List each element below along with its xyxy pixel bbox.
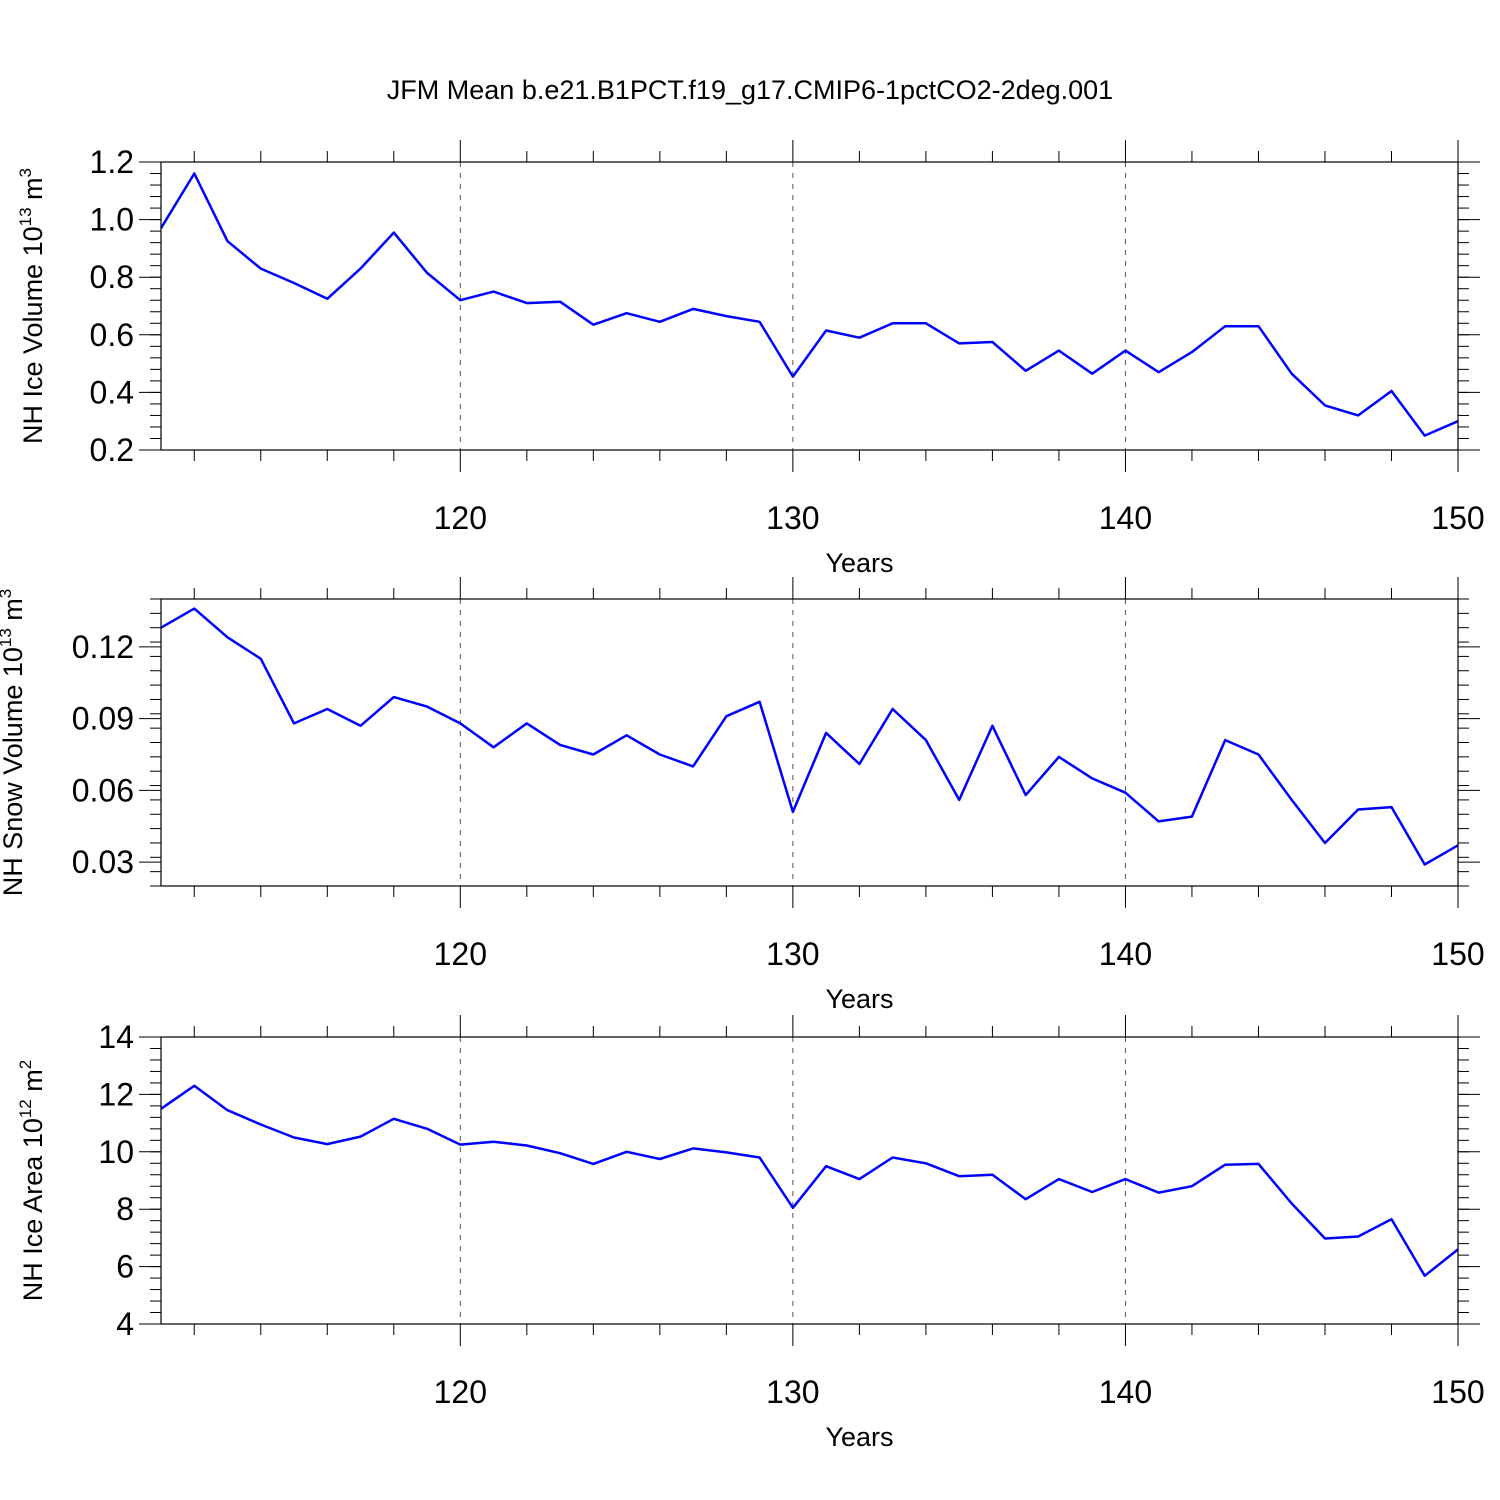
- plot-frame: [160, 161, 1459, 451]
- panels: 120 130 140 150 0.2 0.4 0.6 0.8 1.0 1.2 Years NH Ic…: [0, 140, 1485, 1452]
- figure-title: JFM Mean b.e21.B1PCT.f19_g17.CMIP6-1pctC…: [387, 75, 1113, 105]
- y-tick-label: 10: [98, 1134, 134, 1170]
- y-tick-label: 0.2: [90, 432, 134, 468]
- x-axis-title: Years: [825, 984, 893, 1014]
- y-tick-label: 0.4: [90, 374, 134, 410]
- y-tick-label: 0.12: [72, 629, 134, 665]
- y-axis-title: NH Snow Volume 1013 m3: [0, 589, 28, 897]
- x-tick-label: 150: [1431, 936, 1484, 972]
- x-tick-label: 150: [1431, 1374, 1484, 1410]
- y-tick-label: 4: [116, 1306, 134, 1342]
- y-tick-label: 1.2: [90, 144, 134, 180]
- x-axis-title: Years: [825, 548, 893, 578]
- chart-panel-2: 120 130 140 150 0.03 0.06 0.09 0.12 Years NH Snow…: [0, 577, 1485, 1014]
- y-tick-label: 0.8: [90, 259, 134, 295]
- y-tick-label: 0.03: [72, 844, 134, 880]
- x-tick-label: 120: [434, 500, 487, 536]
- x-tick-label: 130: [766, 1374, 819, 1410]
- series-line: [159, 172, 1459, 437]
- y-tick-label: 6: [116, 1249, 134, 1285]
- x-tick-label: 130: [766, 500, 819, 536]
- chart-panel-3: 120 130 140 150 4 6 8 10 12 14 Years NH Ice Area 10…: [16, 1015, 1485, 1452]
- x-tick-label: 140: [1099, 1374, 1152, 1410]
- x-tick-label: 150: [1431, 500, 1484, 536]
- plot-frame: [160, 598, 1459, 887]
- y-tick-label: 12: [98, 1076, 134, 1112]
- y-tick-label: 0.09: [72, 701, 134, 737]
- y-tick-label: 0.06: [72, 772, 134, 808]
- y-tick-label: 1.0: [90, 202, 134, 238]
- x-tick-label: 120: [434, 936, 487, 972]
- series-line: [160, 1084, 1459, 1278]
- x-tick-label: 130: [766, 936, 819, 972]
- x-axis-title: Years: [825, 1422, 893, 1452]
- y-axis-title: NH Ice Volume 1013 m3: [16, 168, 48, 444]
- y-axis-title: NH Ice Area 1012 m2: [16, 1060, 48, 1301]
- x-tick-label: 120: [434, 1374, 487, 1410]
- y-tick-label: 8: [116, 1191, 134, 1227]
- plot-frame: [160, 1036, 1459, 1325]
- y-tick-label: 14: [98, 1019, 134, 1055]
- y-tick-label: 0.6: [90, 317, 134, 353]
- chart-panel-1: 120 130 140 150 0.2 0.4 0.6 0.8 1.0 1.2 Years NH Ic…: [16, 140, 1485, 578]
- x-tick-label: 140: [1099, 500, 1152, 536]
- series-line: [160, 607, 1459, 866]
- x-tick-label: 140: [1099, 936, 1152, 972]
